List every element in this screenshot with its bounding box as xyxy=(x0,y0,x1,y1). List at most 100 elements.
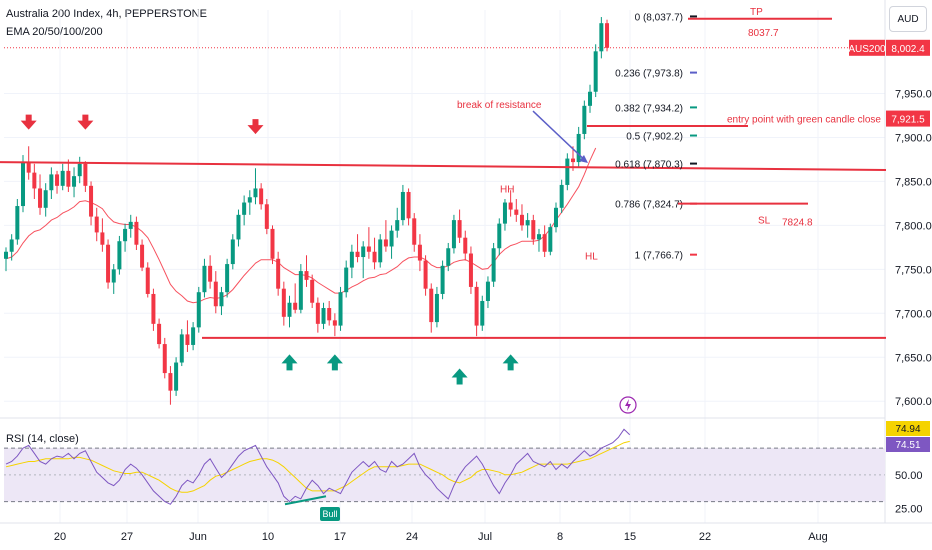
candle-body xyxy=(253,188,258,198)
candle-body xyxy=(389,230,394,247)
candle-body xyxy=(106,244,111,283)
fib-level-label: 1 (7,766.7) xyxy=(635,251,683,262)
candle-body xyxy=(361,246,366,258)
price-tick-label: 7,750.0 xyxy=(895,264,932,276)
candle-body xyxy=(225,264,230,293)
fib-level-label: 0.5 (7,902.2) xyxy=(626,132,683,143)
candle-body xyxy=(542,234,547,252)
candle-body xyxy=(451,220,456,249)
candle-body xyxy=(157,323,162,345)
fib-level-label: 0.786 (7,824.7) xyxy=(615,200,683,211)
last-price-tag xyxy=(886,39,930,56)
candle-body xyxy=(423,260,428,289)
candle-body xyxy=(412,218,417,245)
tp-label: TP xyxy=(750,7,763,18)
fib-level-label: 0 (8,037.7) xyxy=(635,12,683,23)
candle-body xyxy=(264,204,269,229)
price-tick-label: 7,950.0 xyxy=(895,89,932,101)
time-tick-label: 10 xyxy=(262,531,274,543)
hh-label: HH xyxy=(500,184,514,195)
time-tick-label: 8 xyxy=(557,531,563,543)
sl-label: SL xyxy=(758,216,771,227)
time-tick-label: Jun xyxy=(189,531,207,543)
candle-body xyxy=(599,23,604,52)
candle-body xyxy=(429,288,434,323)
candle-body xyxy=(55,174,60,186)
time-tick-label: Jul xyxy=(478,531,492,543)
price-tick-label: 7,800.0 xyxy=(895,220,932,232)
time-tick-label: 20 xyxy=(54,531,66,543)
candle-body xyxy=(536,234,541,240)
candle-body xyxy=(21,162,26,207)
candle-body xyxy=(202,265,207,293)
time-tick-label: Aug xyxy=(808,531,828,543)
candle-body xyxy=(497,223,502,249)
candle-body xyxy=(531,220,536,240)
up-arrow-icon xyxy=(502,354,519,371)
candle-body xyxy=(588,91,593,106)
candle-body xyxy=(519,214,524,226)
candle-body xyxy=(287,302,292,317)
candle-body xyxy=(434,293,439,323)
candle-body xyxy=(395,220,400,231)
candle-body xyxy=(128,221,133,229)
candle-body xyxy=(553,207,558,228)
candle-body xyxy=(162,344,167,374)
candle-body xyxy=(185,334,190,345)
candle-body xyxy=(304,271,309,280)
candle-body xyxy=(94,216,99,233)
candle-body xyxy=(281,288,286,317)
break-arrow-line xyxy=(532,110,586,161)
rsi-title: RSI (14, close) xyxy=(6,433,79,445)
up-arrow-icon xyxy=(451,368,468,385)
candle-body xyxy=(49,174,54,191)
candle-body xyxy=(196,292,201,328)
candle-body xyxy=(151,293,156,324)
up-arrow-icon xyxy=(326,354,343,371)
candle-body xyxy=(315,302,320,324)
candle-body xyxy=(208,265,213,282)
candle-body xyxy=(230,239,235,265)
candle-body xyxy=(514,209,519,215)
candle-body xyxy=(89,185,94,217)
bull-label-box xyxy=(320,506,340,521)
time-tick-label: 27 xyxy=(121,531,133,543)
candle-body xyxy=(276,258,281,289)
candle-body xyxy=(32,172,37,189)
bull-label: Bull xyxy=(322,509,337,519)
fib-level-label: 0.382 (7,934.2) xyxy=(615,103,683,114)
candle-body xyxy=(338,292,343,326)
candle-body xyxy=(174,362,179,391)
lightning-icon xyxy=(625,399,631,411)
candle-body xyxy=(219,292,224,307)
candle-body xyxy=(463,237,468,254)
candle-body xyxy=(259,188,264,205)
candle-body xyxy=(26,162,31,173)
candle-body xyxy=(66,170,71,187)
candle-body xyxy=(468,253,473,287)
down-arrow-icon xyxy=(77,114,94,130)
candle-body xyxy=(15,206,20,240)
candle-body xyxy=(417,244,422,261)
candle-body xyxy=(293,302,298,310)
candle-body xyxy=(4,251,8,259)
down-arrow-icon xyxy=(20,114,37,130)
currency-button[interactable]: AUD xyxy=(889,6,927,32)
candle-body xyxy=(123,228,128,242)
candle-body xyxy=(480,300,485,326)
symbol-tag-text: AUS200 xyxy=(848,44,886,55)
candle-body xyxy=(440,265,445,294)
candle-body xyxy=(145,267,150,294)
candle-body xyxy=(83,163,88,186)
rsi-tick-label: 50.00 xyxy=(895,470,923,482)
price-tick-label: 7,600.0 xyxy=(895,396,932,408)
down-arrow-icon xyxy=(247,119,264,135)
candle-body xyxy=(349,251,354,268)
arrow-head-icon xyxy=(579,154,588,163)
candle-body xyxy=(457,220,462,238)
candle-body xyxy=(593,51,598,92)
rsi-ma-tag xyxy=(886,421,930,436)
candle-body xyxy=(321,308,326,324)
candle-body xyxy=(9,239,14,252)
